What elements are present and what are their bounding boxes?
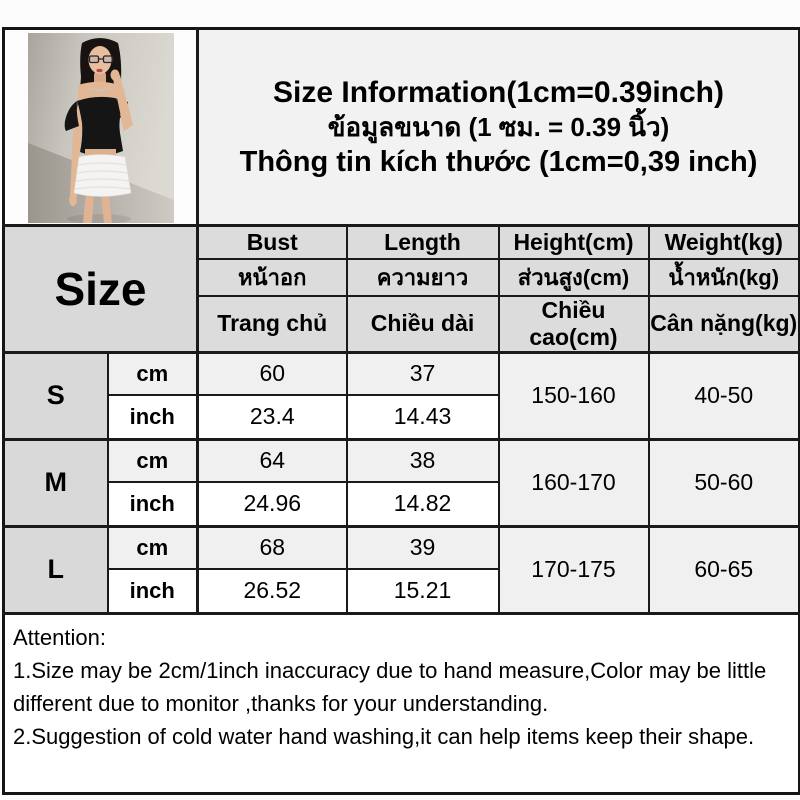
cell-l-length-cm: 39: [345, 524, 500, 570]
model-photo: [27, 33, 174, 223]
unit-label-cm: cm: [106, 524, 199, 570]
header-weight-en: Weight(kg): [647, 224, 800, 260]
unit-label-inch: inch: [106, 481, 199, 527]
cell-s-height: 150-160: [497, 351, 650, 440]
header-bust-vi: Trang chủ: [196, 294, 348, 354]
header-length-vi: Chiều dài: [345, 294, 500, 354]
header-bust-th: หน้าอก: [196, 257, 348, 297]
attention-note-2: 2.Suggestion of cold water hand washing,…: [13, 723, 755, 749]
page-title-vi: Thông tin kích thước (1cm=0,39 inch): [239, 145, 758, 178]
header-height-vi: Chiều cao(cm): [497, 294, 650, 354]
page-title-th: ข้อมูลขนาด (1 ซม. = 0.39 นิ้ว): [327, 111, 670, 142]
attention-section: Attention: 1.Size may be 2cm/1inch inacc…: [2, 611, 800, 794]
title-cell: Size Information(1cm=0.39inch) ข้อมูลขนา…: [196, 27, 800, 227]
unit-label-cm: cm: [106, 351, 199, 396]
attention-note-1: 1.Size may be 2cm/1inch inaccuracy due t…: [13, 657, 767, 716]
unit-label-inch: inch: [106, 394, 199, 440]
cell-m-height: 160-170: [497, 437, 650, 527]
cell-l-bust-inch: 26.52: [196, 568, 348, 614]
cell-l-length-inch: 15.21: [345, 568, 500, 614]
header-length-th: ความยาว: [345, 257, 500, 297]
product-photo-cell: [2, 27, 199, 227]
cell-m-bust-inch: 24.96: [196, 481, 348, 527]
header-weight-th: น้ำหนัก(kg): [647, 257, 800, 297]
cell-s-bust-inch: 23.4: [196, 394, 348, 440]
header-weight-vi: Cân nặng(kg): [647, 294, 800, 354]
size-row-label-m: M: [2, 437, 109, 527]
size-row-label-l: L: [2, 524, 109, 614]
cell-s-length-cm: 37: [345, 351, 500, 396]
header-height-th: ส่วนสูง(cm): [497, 257, 650, 297]
header-bust-en: Bust: [196, 224, 348, 260]
unit-label-cm: cm: [106, 437, 199, 483]
cell-l-height: 170-175: [497, 524, 650, 614]
size-table: Size Information(1cm=0.39inch) ข้อมูลขนา…: [2, 27, 800, 795]
cell-m-length-inch: 14.82: [345, 481, 500, 527]
cell-l-bust-cm: 68: [196, 524, 348, 570]
cell-m-weight: 50-60: [647, 437, 800, 527]
size-row-label-s: S: [2, 351, 109, 440]
size-column-header: Size: [2, 224, 199, 354]
header-height-en: Height(cm): [497, 224, 650, 260]
attention-heading: Attention:: [13, 624, 106, 650]
header-length-en: Length: [345, 224, 500, 260]
cell-s-weight: 40-50: [647, 351, 800, 440]
cell-l-weight: 60-65: [647, 524, 800, 614]
page-title-en: Size Information(1cm=0.39inch): [273, 75, 724, 109]
cell-s-length-inch: 14.43: [345, 394, 500, 440]
unit-label-inch: inch: [106, 568, 199, 614]
cell-s-bust-cm: 60: [196, 351, 348, 396]
cell-m-length-cm: 38: [345, 437, 500, 483]
cell-m-bust-cm: 64: [196, 437, 348, 483]
